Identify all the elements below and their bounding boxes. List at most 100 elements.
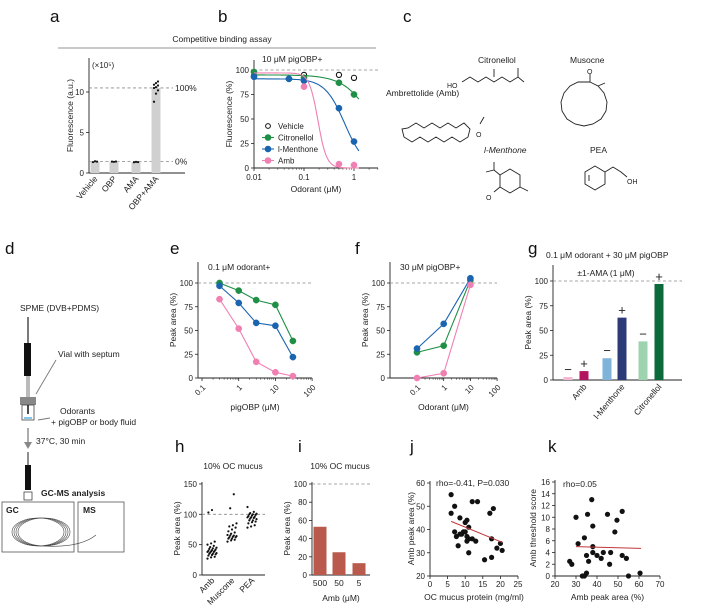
g-minus-sign: − xyxy=(564,362,572,377)
h-data-point xyxy=(212,544,215,547)
h-data-point xyxy=(235,522,238,525)
panel-label-j: j xyxy=(409,437,414,456)
f-y-tick-label: 100 xyxy=(372,279,386,288)
e-data-point xyxy=(235,299,243,307)
atom-o-menthone: O xyxy=(486,195,492,202)
j-data-point xyxy=(487,510,493,516)
f-data-point xyxy=(440,342,448,350)
j-y-tick-label: 60 xyxy=(416,479,425,488)
h-data-point xyxy=(246,505,249,509)
b-data-point xyxy=(350,74,358,81)
a-data-point xyxy=(154,86,158,89)
a-bar xyxy=(151,87,161,173)
b-data-point xyxy=(350,91,358,98)
spme-shaft xyxy=(26,376,30,398)
b-data-point xyxy=(335,160,343,168)
vial-septum xyxy=(20,397,36,405)
panel-label-f: f xyxy=(355,239,360,258)
citronellol-structure xyxy=(461,68,525,83)
j-data-point xyxy=(474,499,481,505)
b-legend-marker xyxy=(264,157,272,164)
b-y-tick-label: 75 xyxy=(240,91,249,100)
a-data-point xyxy=(152,86,156,90)
e-x-tick-label: 0.1 xyxy=(193,383,208,398)
a-data-point xyxy=(152,83,156,86)
h-data-point xyxy=(207,511,210,514)
b-legend-marker xyxy=(264,145,272,153)
a-data-point xyxy=(114,160,118,163)
b-x-tick-label: 0.1 xyxy=(298,173,310,182)
b-y-tick-label: 0 xyxy=(245,164,250,173)
a-y-tick-label: 10 xyxy=(75,88,84,97)
b-data-point xyxy=(350,138,358,145)
k-x-tick-label: 70 xyxy=(656,580,665,589)
j-data-point xyxy=(499,547,505,554)
f-y-tick-label: 50 xyxy=(376,327,385,336)
a-data-point xyxy=(91,160,95,164)
j-data-point xyxy=(455,543,461,549)
h-data-point xyxy=(246,526,249,529)
structure-name-menthone: l-Menthone xyxy=(484,145,527,155)
e-data-point xyxy=(252,319,260,327)
panel-label-i: i xyxy=(298,437,302,456)
k-data-point xyxy=(569,561,575,567)
a-category-label: OBP xyxy=(99,174,118,194)
e-y-tick-label: 50 xyxy=(184,327,193,336)
incubation-label: 37°C, 30 min xyxy=(36,436,86,446)
i-y-tick-label: 40 xyxy=(298,535,307,544)
e-y-tick-label: 25 xyxy=(184,350,193,359)
gc-column-coil xyxy=(11,517,97,547)
g-y-tick-label: 25 xyxy=(539,351,548,360)
spme-holder xyxy=(24,343,31,376)
j-data-point xyxy=(489,554,495,561)
h-data-point xyxy=(230,532,233,535)
a-y-tick-label: 5 xyxy=(80,129,85,138)
chart-i: 0 20 40 60 80 100 Peak area (%) Amb (μM) 10% OC … xyxy=(282,461,370,603)
fluid-arrow xyxy=(37,417,51,421)
structure-name-muscone: Musocne xyxy=(570,55,605,65)
chart-k: 0 2 4 6 8 10 12 14 16 20 30 40 50 60 70 Amb threshold s… xyxy=(528,478,665,602)
b-legend-marker xyxy=(264,134,272,141)
h-data-point xyxy=(233,538,236,541)
h-data-point xyxy=(249,511,252,515)
j-data-point xyxy=(469,499,475,505)
j-data-point xyxy=(452,503,458,509)
muscone-structure xyxy=(560,74,608,127)
a-data-point xyxy=(156,84,160,87)
panel-label-e: e xyxy=(170,239,179,258)
a-data-point xyxy=(110,160,114,163)
h-data-point xyxy=(206,543,209,546)
i-category-label: 500 xyxy=(313,578,327,588)
injector xyxy=(23,491,33,501)
k-data-point xyxy=(589,497,595,503)
e-data-point xyxy=(289,353,297,361)
h-data-point xyxy=(213,555,216,558)
a-reference-label: 0% xyxy=(175,157,188,167)
b-legend-marker xyxy=(265,123,271,129)
a-bar xyxy=(131,162,141,173)
b-y-axis-label: Fluorescence (%) xyxy=(224,81,234,148)
g-minus-sign: − xyxy=(639,326,647,341)
e-data-point xyxy=(216,282,223,290)
e-x-tick-label: 100 xyxy=(302,383,318,399)
a-data-point xyxy=(132,161,136,164)
e-data-point xyxy=(216,295,223,303)
k-trend-line xyxy=(575,546,642,549)
j-data-point xyxy=(459,531,465,537)
b-legend-label: Citronellol xyxy=(278,134,314,143)
h-data-point xyxy=(211,552,214,555)
a-data-point xyxy=(95,160,99,163)
g-plus-sign: + xyxy=(618,303,626,318)
assay-header: Competitive binding assay xyxy=(172,34,272,44)
j-data-point xyxy=(452,529,458,535)
k-data-point xyxy=(600,549,606,556)
gcms-schematic: SPME (DVB+PDMS) Vial with septum Odorant… xyxy=(1,303,136,553)
menthone-structure xyxy=(485,162,529,194)
b-x-tick-label: 1 xyxy=(352,173,357,182)
h-y-tick-label: 100 xyxy=(184,510,198,519)
j-data-point xyxy=(481,557,488,563)
vial-arrow xyxy=(35,359,57,395)
k-data-point xyxy=(573,514,579,520)
h-data-point xyxy=(247,515,250,518)
ms-box xyxy=(77,501,125,553)
